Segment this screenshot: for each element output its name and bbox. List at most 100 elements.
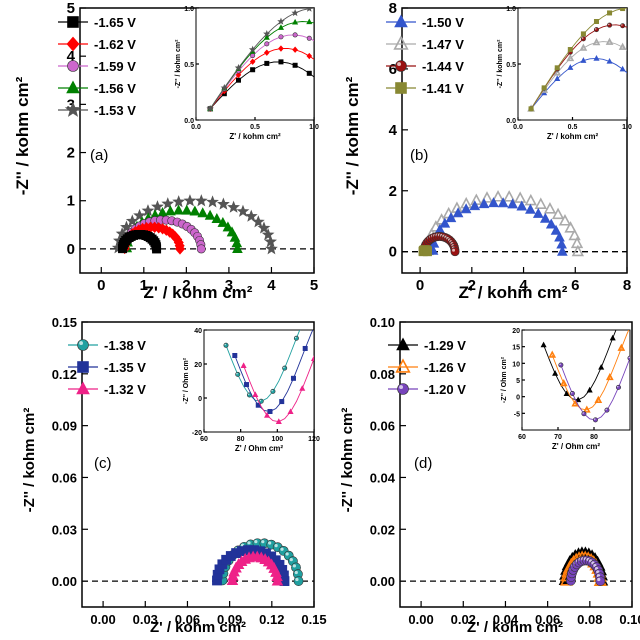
legend-marker: [76, 381, 90, 395]
data-point: [469, 200, 481, 211]
series-1.41V: [418, 245, 432, 257]
inset-y-tick-label: 10: [512, 361, 520, 368]
inset-data-point: [548, 350, 557, 358]
inset-data-point-highlight: [307, 309, 309, 311]
panel-d: 0.00 0.02 0.04 0.06 0.08 0.10 0.00 0.02 0.04 0.06…: [339, 308, 640, 636]
inset-data-point: [248, 45, 257, 53]
x-tick-label: 6: [571, 277, 579, 294]
inset-data-point: [291, 9, 299, 17]
inset-data-point: [315, 318, 319, 322]
inset-data-point: [622, 308, 627, 313]
legend: -1.29 V -1.26 V -1.20 V: [388, 337, 466, 397]
legend-label: -1.56 V: [94, 81, 136, 96]
panel-label: (a): [90, 147, 108, 164]
inset-y-tick-label: 5: [516, 378, 520, 385]
legend-marker: [64, 101, 82, 117]
inset-x-axis-label: Z' / Ohm cm²: [552, 442, 600, 451]
legend-label: -1.62 V: [94, 37, 136, 52]
inset: 60 80 100 120 -20 0 20 40 Z' / Ohm cm² -Z'' / Ohm…: [183, 309, 328, 453]
plot-frame: [81, 321, 315, 608]
x-tick-label: 4: [267, 277, 276, 294]
inset-data-point: [310, 355, 314, 361]
data-point: [564, 221, 577, 233]
x-tick-label: 0: [97, 277, 105, 294]
data-point: [251, 215, 265, 228]
inset-data-point: [249, 58, 256, 65]
inset-data-point: [306, 35, 312, 41]
inset-data-point: [609, 334, 616, 341]
inset-data-point-highlight: [224, 343, 226, 346]
inset-data-point: [558, 362, 564, 368]
x-tick-label: 2: [182, 277, 190, 294]
panel-a: 0 1 2 3 4 5 0 1 2 3 4 5 Z' / kohm cm² -Z'' / kohm cm²…: [13, 0, 319, 302]
data-point-highlight: [247, 541, 251, 545]
y-tick-label: 0.02: [370, 522, 395, 537]
inset-series-line: [560, 356, 630, 421]
inset-data-point: [566, 53, 575, 62]
inset-data-point: [540, 341, 547, 348]
legend-marker: [395, 60, 407, 72]
x-axis-label: Z' / kohm cm²: [459, 283, 568, 302]
inset-series-line: [530, 8, 627, 110]
data-point: [227, 200, 240, 213]
y-tick-label: 0.03: [52, 522, 77, 537]
data-point: [491, 190, 505, 202]
inset-data-point: [604, 407, 610, 413]
inset-data-point-highlight: [594, 28, 597, 30]
inset-data-point: [582, 405, 591, 413]
inset-data-point: [586, 386, 593, 393]
legend-marker: [393, 35, 409, 50]
inset-data-point: [606, 57, 613, 64]
inset-data-point: [306, 8, 313, 12]
data-point: [460, 203, 472, 214]
data-point: [161, 197, 175, 210]
inset-data-point: [279, 399, 285, 405]
inset-data-point: [292, 62, 298, 68]
inset-series-line: [243, 357, 314, 423]
inset-y-tick-label: 20: [512, 328, 520, 335]
legend-label: -1.41 V: [422, 81, 464, 96]
y-tick-label: 0.00: [370, 574, 395, 589]
x-tick-label: 0.15: [301, 612, 326, 627]
inset-data-point: [252, 391, 259, 398]
inset-y-axis-label: -Z'' / kohm cm²: [497, 39, 504, 89]
data-point: [165, 205, 176, 216]
inset-data-point: [618, 42, 627, 50]
panel-b: 0 2 4 6 8 0 2 4 6 8 Z' / kohm cm² -Z'' / kohm cm² (b…: [343, 0, 632, 302]
inset-series-line: [551, 330, 630, 411]
legend-marker: [66, 80, 80, 94]
panel-label: (b): [410, 147, 428, 164]
inset-data-point-highlight: [582, 412, 584, 414]
data-point: [557, 245, 568, 256]
inset-y-axis-label: -Z'' / Ohm cm²: [501, 356, 508, 403]
legend-label: -1.38 V: [104, 338, 146, 353]
y-tick-label: 6: [389, 61, 397, 78]
inset-data-point: [302, 345, 308, 351]
data-point: [183, 194, 197, 207]
inset-data-point-highlight: [259, 399, 262, 402]
data-point: [151, 200, 164, 213]
inset-data-point: [605, 37, 614, 45]
inset-x-tick-label: 100: [271, 436, 283, 443]
inset-data-point: [605, 372, 614, 381]
y-tick-label: 0.04: [370, 470, 396, 485]
inset-data-point: [323, 328, 328, 333]
y-tick-label: 0: [67, 241, 75, 258]
inset-frame: [203, 329, 315, 433]
inset-x-tick-label: 0.5: [568, 124, 578, 131]
inset-data-point-highlight: [283, 366, 285, 369]
data-point-highlight: [295, 577, 299, 582]
inset-data-point: [250, 67, 256, 73]
data-point: [539, 212, 551, 223]
y-tick-label: 1: [67, 193, 75, 210]
inset-data-point: [264, 60, 270, 66]
data-point: [197, 207, 209, 218]
inset-data-point: [270, 388, 276, 394]
inset-data-point: [306, 70, 312, 76]
inset-data-point: [293, 335, 299, 341]
inset-y-axis-label: -Z'' / Ohm cm²: [183, 357, 190, 404]
inset-data-point: [592, 37, 601, 46]
data-point: [545, 218, 557, 229]
y-tick-label: 3: [67, 96, 75, 113]
inset-series-line: [543, 330, 617, 401]
